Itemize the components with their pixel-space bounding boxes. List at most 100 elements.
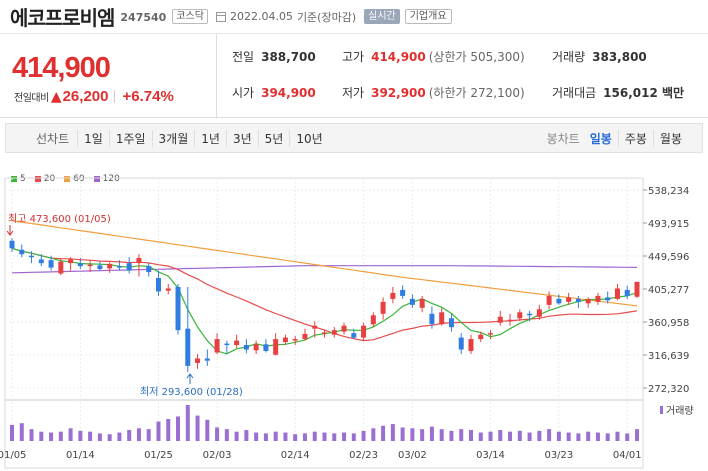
period-1w[interactable]: 1주일 (108, 129, 152, 147)
candle (185, 286, 191, 373)
candle-body (566, 297, 572, 302)
company-overview-button[interactable]: 기업개요 (404, 9, 452, 24)
high-annotation: 최고 473,600 (01/05) (8, 213, 111, 225)
candle-body (390, 292, 396, 299)
candle-body (282, 337, 288, 343)
candle-monthly[interactable]: 월봉 (652, 129, 688, 147)
candle-body (341, 325, 347, 332)
volume-bar (478, 432, 483, 441)
y-tick-label: 316,639 (648, 351, 689, 362)
candle (497, 310, 503, 326)
volume-bar (390, 424, 395, 441)
realtime-button[interactable]: 실시간 (364, 9, 400, 24)
volume-bar (615, 431, 620, 441)
volume-bar (556, 431, 561, 441)
candle (331, 327, 337, 338)
volume-bars: 거래량 (10, 405, 694, 441)
chart-toolbar: 선차트 1일 1주일 3개월 1년 3년 5년 10년 봉차트 일봉 주봉 월봉 (5, 123, 703, 153)
candle-body (29, 255, 35, 258)
legend-ma5: 5 (11, 174, 26, 184)
y-axis: 538,234 493,915 449,596 405,277 360,958 316,6… (643, 186, 689, 395)
volume-bar (410, 428, 415, 441)
candle-body (302, 333, 308, 340)
ma5-line (11, 247, 638, 355)
x-tick-label: 03/14 (476, 450, 505, 461)
low-annotation: 최저 293,600 (01/28) (140, 386, 243, 398)
y-tick-label: 272,320 (648, 384, 689, 395)
volume-bar (468, 429, 473, 441)
candle (195, 353, 201, 369)
candle-daily[interactable]: 일봉 (589, 131, 612, 146)
candle (556, 294, 562, 305)
volume-bar (273, 431, 278, 441)
ma20-line (11, 247, 638, 342)
period-5y[interactable]: 5년 (257, 129, 290, 147)
market-badge: 코스닥 (172, 9, 208, 24)
candle-body (585, 298, 591, 304)
stock-code: 247540 (120, 11, 167, 24)
volume-bar (586, 431, 591, 441)
period-3m[interactable]: 3개월 (151, 129, 195, 147)
volume-bar (537, 430, 542, 441)
volume-bar (332, 433, 337, 441)
candle-body (322, 332, 327, 334)
volume-bar (527, 432, 532, 441)
candle (546, 291, 552, 310)
price-change: 전일대비 ▲ 26,200 +6.74% (14, 88, 174, 105)
period-1y[interactable]: 1년 (194, 129, 226, 147)
candle-body (546, 295, 552, 305)
candle-body (312, 325, 318, 329)
candle-body (243, 345, 249, 350)
volume-bar (439, 429, 444, 441)
candle (507, 313, 513, 326)
candle-body (146, 266, 152, 273)
candle-body (634, 281, 640, 297)
candles (9, 238, 640, 373)
candle-body (165, 288, 171, 291)
volume-bar (107, 434, 112, 441)
candle (361, 322, 367, 341)
candle (634, 281, 640, 299)
volume-bar (498, 429, 503, 441)
volume-bar (420, 429, 425, 441)
candle (419, 295, 425, 313)
volume-bar (371, 428, 376, 441)
candle (322, 330, 327, 338)
volume-bar (244, 429, 249, 441)
y-tick-label: 449,596 (648, 252, 689, 263)
candle (380, 297, 386, 320)
x-tick-label: 02/23 (349, 450, 378, 461)
candle (29, 251, 35, 264)
volume-bar (49, 432, 54, 441)
volume-bar (322, 432, 327, 441)
candle-body (116, 266, 122, 268)
candle-body (624, 289, 630, 296)
candle-body (370, 315, 376, 325)
stat-low: 저가 392,900 (하한가 272,100) (342, 86, 525, 100)
ma-legend: 5 20 60 120 (11, 174, 129, 184)
candle (585, 297, 591, 308)
candle-weekly[interactable]: 주봉 (617, 129, 653, 147)
stat-prev-close: 전일 388,700 (232, 50, 316, 64)
volume-bar (312, 431, 317, 441)
candle (77, 257, 83, 270)
period-10y[interactable]: 10년 (289, 129, 328, 147)
candle-body (195, 358, 201, 363)
volume-bar (224, 429, 229, 441)
candle-body (429, 313, 435, 325)
candle-body (136, 257, 142, 264)
period-1d[interactable]: 1일 (77, 129, 109, 147)
y-tick-label: 405,277 (648, 285, 689, 296)
stat-volume: 거래량 383,800 (552, 50, 647, 64)
stats-grid: 전일 388,700 고가 414,900 (상한가 505,300) 거래량 … (232, 48, 702, 120)
volume-bar (429, 426, 434, 441)
candle-body (575, 298, 581, 302)
volume-bar (488, 431, 493, 441)
period-3y[interactable]: 3년 (225, 129, 258, 147)
low-arrow-icon (186, 373, 194, 384)
candle (243, 339, 249, 354)
candle-body (595, 295, 601, 302)
candle (175, 283, 181, 335)
candle-body (488, 333, 494, 335)
candle-body (448, 318, 454, 328)
